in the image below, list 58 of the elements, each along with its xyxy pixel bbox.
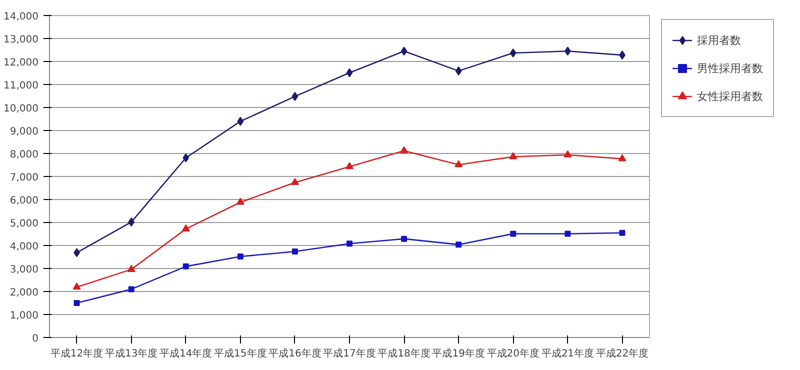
x-tick-label: 平成15年度 <box>214 348 267 360</box>
y-tick-label: 6,000 <box>10 196 39 206</box>
point <box>182 263 189 270</box>
y-tick-label: 2,000 <box>10 288 39 298</box>
point <box>510 48 516 58</box>
x-tick-label: 平成20年度 <box>486 348 540 360</box>
point <box>564 150 572 158</box>
point <box>346 162 354 170</box>
point <box>128 286 134 292</box>
y-tick-label: 4,000 <box>10 242 39 252</box>
point <box>401 236 408 242</box>
point <box>292 92 298 101</box>
y-tick-label: 14,000 <box>4 12 39 22</box>
y-tick-label: 10,000 <box>4 104 39 114</box>
y-tick-label: 3,000 <box>10 264 39 276</box>
y-tick-label: 9,000 <box>10 126 39 138</box>
point <box>619 230 626 236</box>
x-tick-label: 平成16年度 <box>268 348 322 360</box>
x-tick-label: 平成17年度 <box>323 348 376 360</box>
point <box>400 146 408 154</box>
legend-label: 女性採用者数 <box>697 88 763 104</box>
point <box>236 198 244 205</box>
y-tick-label: 12,000 <box>4 58 39 68</box>
point <box>127 264 136 272</box>
legend-label: 男性採用者数 <box>697 60 763 76</box>
point <box>454 160 463 168</box>
point <box>564 230 571 237</box>
y-tick-label: 13,000 <box>4 34 39 46</box>
point <box>74 300 80 306</box>
point <box>182 224 190 232</box>
y-tick-label: 0 <box>32 334 39 344</box>
point <box>72 282 81 290</box>
x-tick-label: 平成12年度 <box>50 348 104 360</box>
point <box>509 152 518 160</box>
x-tick-label: 平成19年度 <box>432 348 485 360</box>
point <box>618 154 626 162</box>
y-tick-label: 8,000 <box>10 150 39 160</box>
y-tick-label: 5,000 <box>10 218 39 230</box>
y-tick-label: 7,000 <box>10 172 39 184</box>
y-tick-label: 1,000 <box>10 310 39 322</box>
point <box>346 68 353 78</box>
point <box>346 240 352 247</box>
x-tick-label: 平成13年度 <box>104 348 158 360</box>
point <box>290 178 299 185</box>
point <box>292 248 298 254</box>
legend-label: 採用者数 <box>697 32 741 48</box>
point <box>237 116 244 126</box>
x-tick-label: 平成18年度 <box>378 348 430 360</box>
point <box>400 46 408 56</box>
x-tick-label: 平成14年度 <box>160 348 212 360</box>
x-tick-label: 平成22年度 <box>596 348 649 360</box>
x-tick-label: 平成21年度 <box>541 348 594 360</box>
y-tick-label: 11,000 <box>4 80 39 92</box>
point <box>182 153 190 162</box>
point <box>510 230 516 237</box>
point <box>456 242 462 248</box>
point <box>237 254 244 260</box>
point <box>455 66 462 76</box>
